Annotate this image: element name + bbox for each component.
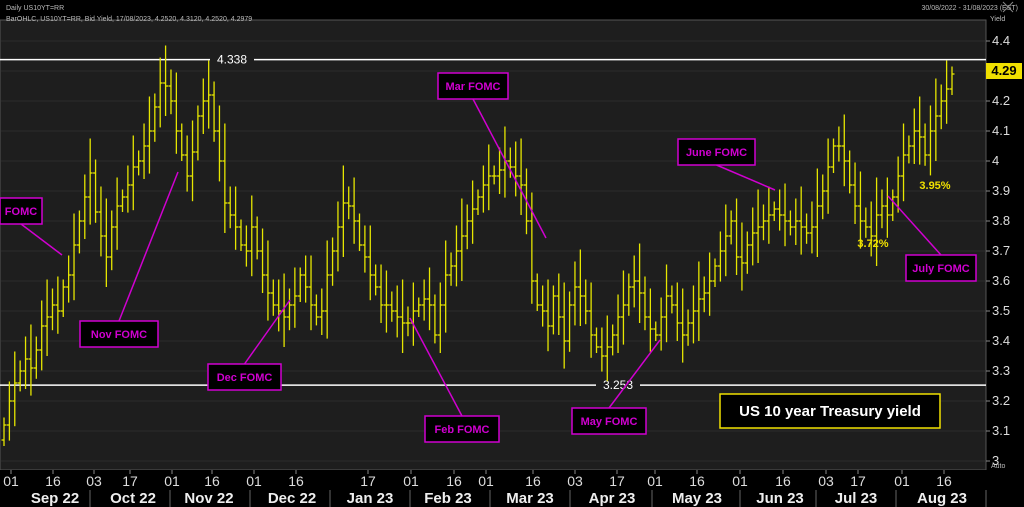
annotation-label: June FOMC <box>686 147 747 159</box>
annotation-label: Mar FOMC <box>446 81 501 93</box>
last-value-badge <box>986 63 1022 79</box>
x-tick-label: 17 <box>360 473 376 489</box>
x-tick-label: 01 <box>732 473 748 489</box>
x-month-label: Sep 22 <box>31 490 79 507</box>
annotation-label: Dec FOMC <box>217 372 273 384</box>
chart-title: US 10 year Treasury yield <box>739 403 921 420</box>
x-tick-label: 16 <box>45 473 61 489</box>
y-tick-label: 3.3 <box>992 363 1010 378</box>
level-label: 4.338 <box>217 53 247 67</box>
level-label: 3.253 <box>603 378 633 392</box>
x-tick-label: 16 <box>288 473 304 489</box>
x-axis-band <box>0 470 1024 507</box>
annotation-leader <box>243 299 291 365</box>
y-tick-label: 3.4 <box>992 333 1010 348</box>
x-month-label: Oct 22 <box>110 490 156 507</box>
annotation-label: FOMC <box>5 206 37 218</box>
x-tick-label: 17 <box>850 473 866 489</box>
x-month-label: Jun 23 <box>756 490 804 507</box>
x-tick-label: 16 <box>936 473 952 489</box>
gridlines <box>0 40 986 462</box>
x-tick-label: 16 <box>525 473 541 489</box>
x-tick-label: 03 <box>86 473 102 489</box>
y-axis: 4.44.34.24.143.93.83.73.63.53.43.33.23.1… <box>986 33 1010 468</box>
x-month-label: Aug 23 <box>917 490 967 507</box>
x-tick-label: 01 <box>246 473 262 489</box>
x-tick-label: 01 <box>894 473 910 489</box>
value-label: 3.72% <box>857 238 888 250</box>
x-tick-label: 01 <box>403 473 419 489</box>
last-value-text: 4.29 <box>991 63 1016 78</box>
annotation-leader <box>887 195 942 256</box>
annotation-leader <box>608 339 661 409</box>
annotation-label: July FOMC <box>912 263 970 275</box>
annotation-leader <box>472 98 547 239</box>
close-icon[interactable] <box>1002 1 1014 13</box>
x-tick-label: 01 <box>478 473 494 489</box>
ohlc-bars <box>1 45 955 446</box>
x-month-label: Apr 23 <box>589 490 636 507</box>
annotation-box <box>905 254 977 282</box>
x-tick-label: 17 <box>122 473 138 489</box>
y-tick-label: 4.1 <box>992 123 1010 138</box>
annotation-box <box>79 320 159 348</box>
annotation-label: Feb FOMC <box>435 424 490 436</box>
annotation-leader <box>716 164 776 191</box>
x-tick-label: 17 <box>609 473 625 489</box>
level-label-bg <box>210 51 254 68</box>
y-tick-label: 3.9 <box>992 183 1010 198</box>
y-tick-label: 4.2 <box>992 93 1010 108</box>
x-tick-label: 01 <box>164 473 180 489</box>
y-tick-label: 4 <box>992 153 999 168</box>
x-month-label: Jul 23 <box>835 490 878 507</box>
chart-title-box <box>719 393 941 429</box>
y-tick-label: 4.4 <box>992 33 1010 48</box>
x-tick-label: 01 <box>3 473 19 489</box>
x-month-label: Jan 23 <box>347 490 394 507</box>
x-tick-label: 16 <box>204 473 220 489</box>
x-tick-label: 01 <box>647 473 663 489</box>
y-tick-label: 3.8 <box>992 213 1010 228</box>
x-tick-label: 03 <box>567 473 583 489</box>
x-month-label: Feb 23 <box>424 490 472 507</box>
auto-scale-label[interactable]: Auto <box>991 463 1006 470</box>
annotation-box <box>207 363 282 391</box>
annotation-label: Nov FOMC <box>91 329 147 341</box>
annotation-box <box>677 138 756 166</box>
x-tick-label: 03 <box>818 473 834 489</box>
x-month-label: Nov 22 <box>184 490 233 507</box>
chart-header-title: Daily US10YT=RR <box>6 5 64 12</box>
y-tick-label: 3.5 <box>992 303 1010 318</box>
x-tick-label: 16 <box>775 473 791 489</box>
annotation-box <box>0 197 43 225</box>
annotation-box <box>571 407 647 435</box>
value-label: 3.95% <box>919 180 950 192</box>
x-axis: 01 16 03 17 01 16 01 16 17 01 16 01 16 03 17 01 16 01 16 03… <box>0 470 1024 507</box>
y-tick-label: 3.2 <box>992 393 1010 408</box>
y-tick-label: 3 <box>992 453 999 468</box>
y-tick-label: 3.7 <box>992 243 1010 258</box>
annotation-leader <box>20 223 63 256</box>
y-axis-title: Yield <box>990 16 1005 23</box>
fomc-annotations: FOMC Nov FOMC Dec FOMC Feb FOMC Mar FOMC May … <box>0 72 977 443</box>
x-tick-label: 16 <box>689 473 705 489</box>
y-tick-label: 3.6 <box>992 273 1010 288</box>
x-tick-label: 16 <box>446 473 462 489</box>
annotation-box <box>424 415 500 443</box>
chart-date-range: 30/08/2022 - 31/08/2023 (EST) <box>921 5 1018 12</box>
annotation-box <box>437 72 509 100</box>
annotation-leader <box>409 317 463 417</box>
series-legend: BarOHLC, US10YT=RR, Bid Yield, 17/08/202… <box>6 16 252 23</box>
x-month-label: Dec 22 <box>268 490 316 507</box>
annotation-leader <box>118 171 179 322</box>
x-month-label: Mar 23 <box>506 490 554 507</box>
x-month-label: May 23 <box>672 490 722 507</box>
annotation-label: May FOMC <box>581 416 638 428</box>
y-tick-label: 3.1 <box>992 423 1010 438</box>
